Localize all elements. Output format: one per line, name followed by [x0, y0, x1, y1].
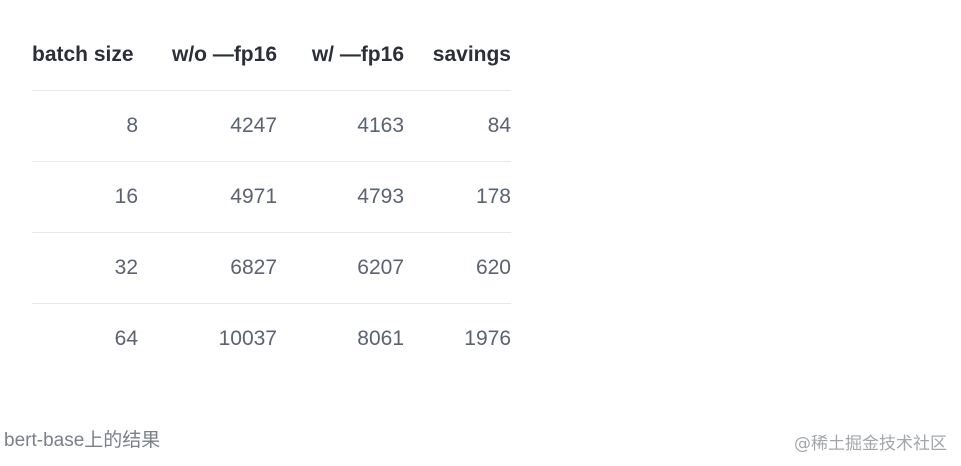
cell-savings: 178: [404, 161, 511, 233]
table-row: 64 10037 8061 1976: [32, 304, 511, 375]
cell-batch-size: 16: [32, 161, 138, 233]
table-row: 8 4247 4163 84: [32, 90, 511, 162]
results-table: batch size w/o —fp16 w/ —fp16 savings 8 …: [32, 20, 511, 374]
cell-with-fp16: 4163: [277, 90, 404, 162]
cell-without-fp16: 10037: [218, 327, 277, 350]
cell-batch-size: 32: [32, 232, 138, 304]
cell-savings: 84: [404, 90, 511, 162]
table-row: 32 6827 6207 620: [32, 232, 511, 304]
cell-batch-size: 8: [32, 90, 138, 162]
cell-without-fp16: 4247: [138, 90, 277, 162]
cell-batch-size: 64: [114, 327, 138, 350]
table-row: 16 4971 4793 178: [32, 161, 511, 233]
cell-without-fp16: 6827: [138, 232, 277, 304]
header-batch-size: batch size: [32, 20, 138, 91]
header-savings: savings: [404, 20, 511, 91]
table-header-row: batch size w/o —fp16 w/ —fp16 savings: [32, 20, 511, 91]
header-without-fp16: w/o —fp16: [138, 20, 277, 91]
site-watermark: @稀土掘金技术社区: [794, 434, 947, 454]
cell-with-fp16: 6207: [277, 232, 404, 304]
results-table-container: batch size w/o —fp16 w/ —fp16 savings 8 …: [32, 20, 511, 374]
header-with-fp16: w/ —fp16: [277, 20, 404, 91]
cell-with-fp16: 4793: [277, 161, 404, 233]
cell-with-fp16: 8061: [357, 327, 404, 350]
table-caption: bert-base上的结果: [4, 430, 161, 451]
cell-savings: 620: [404, 232, 511, 304]
cell-without-fp16: 4971: [138, 161, 277, 233]
cell-savings: 1976: [464, 327, 511, 350]
